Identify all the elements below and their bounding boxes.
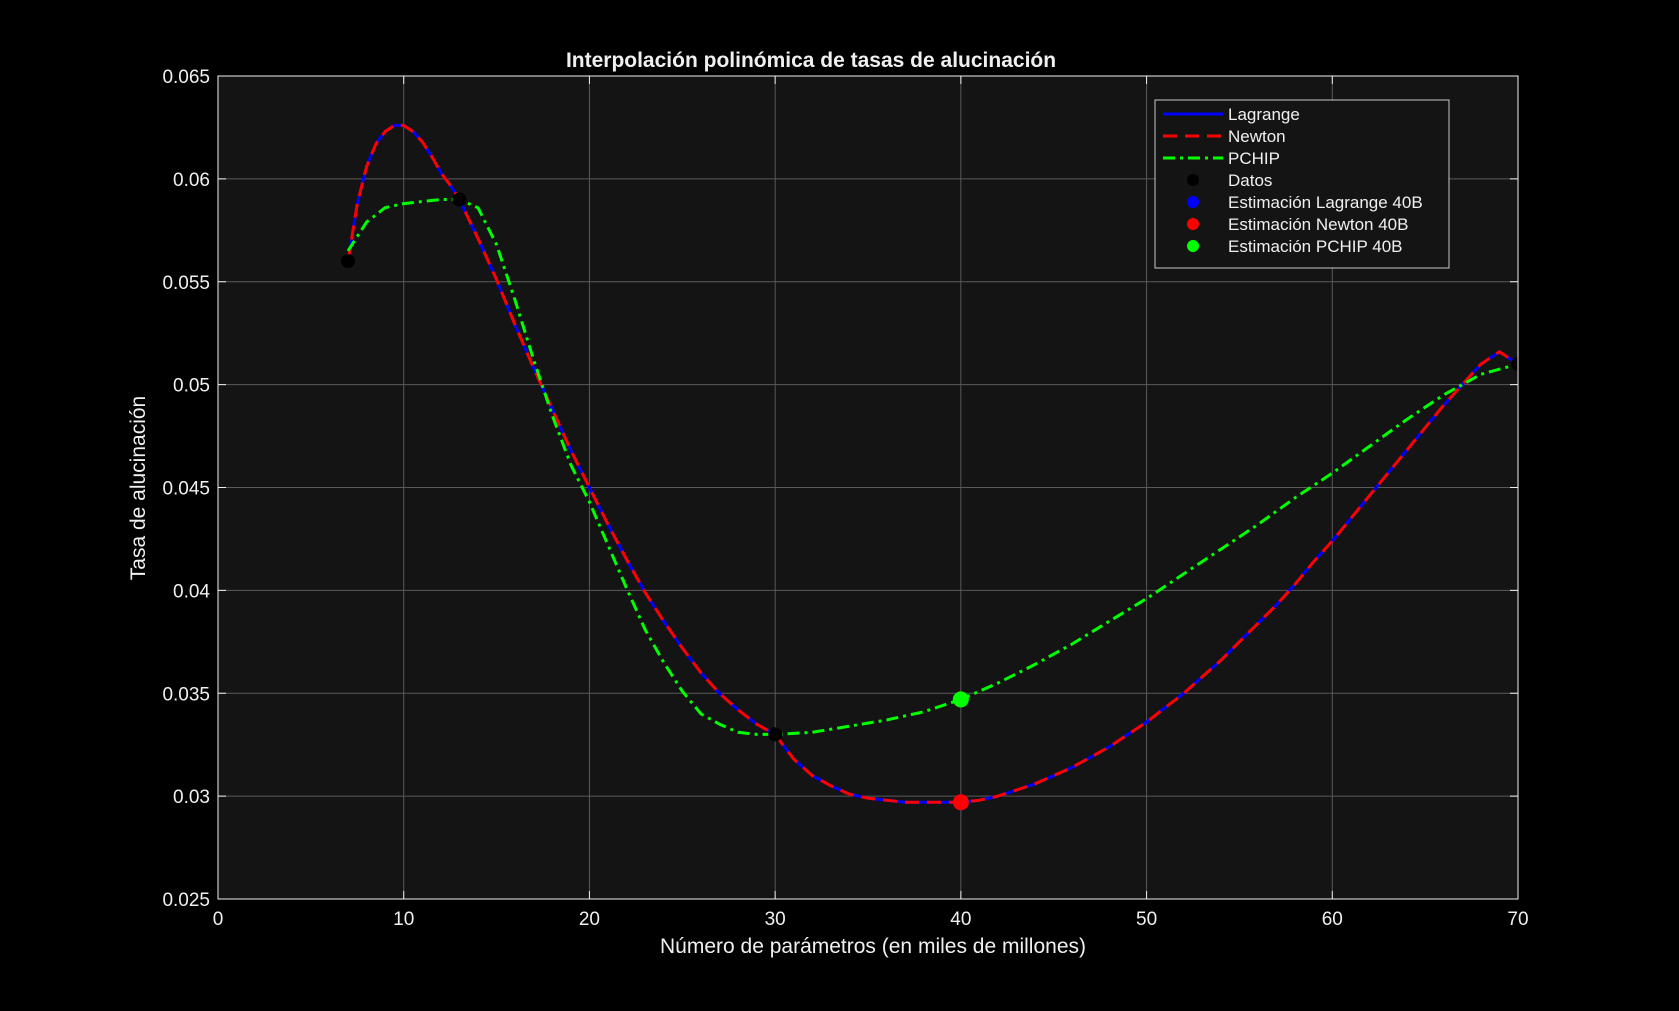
- x-tick-label: 50: [1136, 909, 1157, 930]
- legend-entry-label: Estimación Newton 40B: [1228, 215, 1408, 234]
- y-tick-label: 0.035: [162, 684, 210, 705]
- legend: Lagrange Newton PCHIP Datos Estimación Lagra…: [1154, 99, 1450, 269]
- y-tick-label: 0.025: [162, 890, 210, 911]
- legend-swatch: [1187, 174, 1199, 186]
- data-point: [341, 254, 355, 269]
- legend-box: [1154, 99, 1450, 269]
- legend-entry-label: Estimación PCHIP 40B: [1228, 237, 1402, 256]
- y-tick-label: 0.03: [173, 787, 210, 808]
- x-tick-label: 20: [579, 909, 600, 930]
- series-layer: [346, 123, 1519, 804]
- y-axis-label: Tasa de alucinación: [127, 396, 150, 580]
- x-tick-label: 30: [765, 909, 786, 930]
- legend-entry-label: PCHIP: [1228, 149, 1280, 168]
- data-point: [768, 727, 783, 742]
- series-line-lagrange: [346, 123, 1519, 804]
- legend-entry-label: Estimación Lagrange 40B: [1228, 193, 1423, 212]
- x-tick-label: 40: [950, 909, 971, 930]
- legend-swatch: [1187, 218, 1199, 230]
- y-tick-label: 0.06: [173, 170, 210, 191]
- x-tick-label: 60: [1322, 909, 1343, 930]
- data-points-layer: [341, 192, 1525, 811]
- legend-swatch: [1187, 196, 1199, 208]
- legend-swatch: [1187, 240, 1199, 252]
- y-tick-label: 0.045: [162, 479, 210, 500]
- y-tick-label: 0.04: [173, 581, 210, 602]
- legend-entry-label: Newton: [1228, 127, 1286, 146]
- y-tick-label: 0.055: [162, 273, 210, 294]
- y-tick-label: 0.05: [173, 376, 210, 397]
- y-tick-label: 0.065: [162, 67, 210, 88]
- x-axis-ticks: 0 10 20 30 40 50 60 70: [213, 76, 1529, 930]
- x-tick-label: 10: [393, 909, 414, 930]
- x-tick-label: 70: [1507, 909, 1528, 930]
- chart-title: Interpolación polinómica de tasas de alu…: [566, 49, 1056, 72]
- series-line-pchip: [346, 198, 1519, 736]
- data-point: [452, 192, 467, 207]
- y-axis-ticks: 0.025 0.03 0.035 0.04 0.045 0.05 0.055 0.06 0.06…: [162, 67, 1518, 911]
- legend-entry-label: Datos: [1228, 171, 1272, 190]
- legend-entry-label: Lagrange: [1228, 105, 1300, 124]
- x-tick-label: 0: [213, 909, 224, 930]
- estimate-point: [952, 691, 969, 708]
- estimate-point: [952, 794, 969, 811]
- x-axis-label: Número de parámetros (en miles de millon…: [660, 935, 1086, 958]
